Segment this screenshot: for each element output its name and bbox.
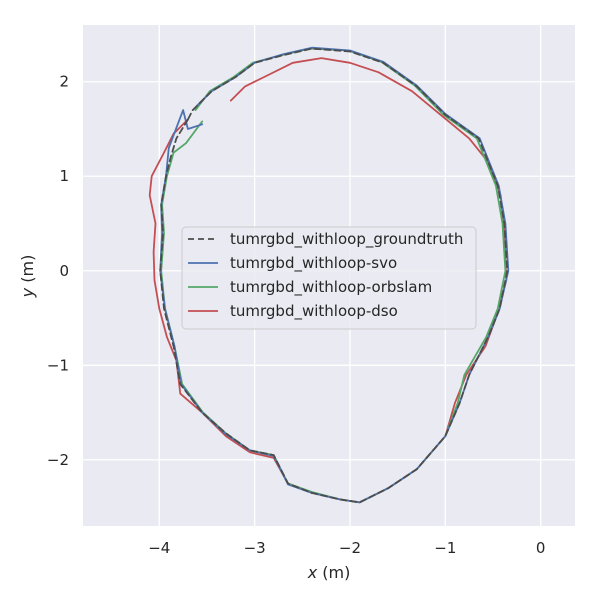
legend-label: tumrgbd_withloop-orbslam <box>230 278 432 297</box>
series-layer <box>148 46 510 504</box>
y-tick-label: 2 <box>59 73 69 91</box>
legend-label: tumrgbd_withloop_groundtruth <box>230 230 463 249</box>
y-tick-label: 1 <box>59 167 69 185</box>
x-tick-label: 0 <box>536 539 546 557</box>
legend-label: tumrgbd_withloop-svo <box>230 254 397 273</box>
legend: tumrgbd_withloop_groundtruth tumrgbd_with… <box>181 226 477 330</box>
x-tick-label: −1 <box>434 539 456 557</box>
y-tick-label: −2 <box>47 451 69 469</box>
y-tick-label: −1 <box>47 356 69 374</box>
legend-label: tumrgbd_withloop-dso <box>230 302 398 321</box>
x-tick-label: −2 <box>339 539 361 557</box>
y-axis-label: y (m) <box>18 255 37 299</box>
tick-labels: −4 −3 −2 −1 0 −2 −1 0 1 2 <box>47 73 546 557</box>
series-line-0 <box>159 47 509 504</box>
y-tick-label: 0 <box>59 262 69 280</box>
x-axis-label: x (m) <box>307 563 351 582</box>
x-tick-label: −4 <box>148 539 170 557</box>
x-tick-label: −3 <box>244 539 266 557</box>
legend-frame <box>181 226 477 330</box>
